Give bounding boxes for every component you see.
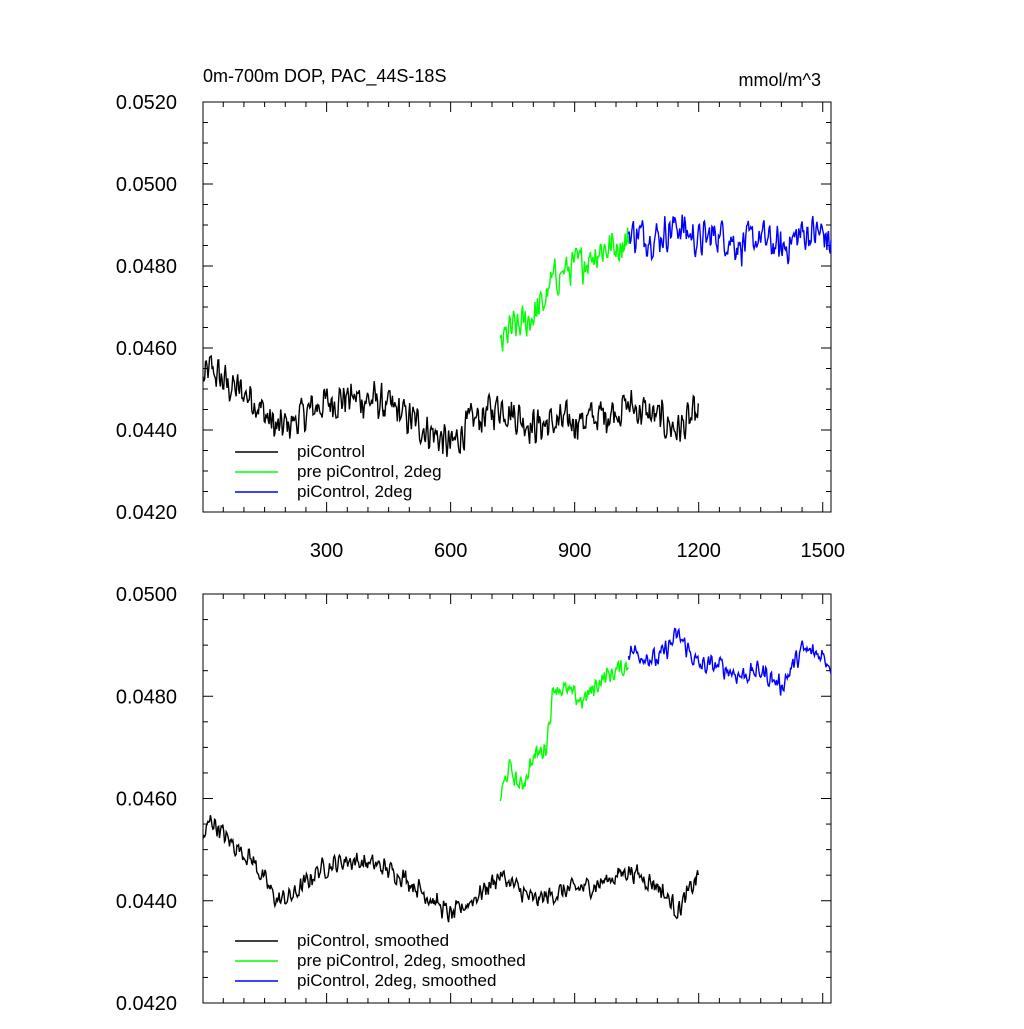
y-tick-label: 0.0480 <box>116 256 177 278</box>
y-tick-label: 0.0440 <box>116 891 177 913</box>
x-tick-label: 1200 <box>676 540 721 562</box>
legend-label: piControl, 2deg <box>297 482 412 501</box>
chart-title: 0m-700m DOP, PAC_44S-18S <box>203 66 446 87</box>
y-tick-label: 0.0420 <box>116 502 177 524</box>
x-tick-label: 600 <box>434 540 467 562</box>
y-tick-label: 0.0500 <box>116 584 177 606</box>
chart-units: mmol/m^3 <box>739 70 821 90</box>
y-tick-label: 0.0460 <box>116 789 177 811</box>
y-tick-label: 0.0520 <box>116 92 177 114</box>
y-tick-label: 0.0500 <box>116 174 177 196</box>
y-tick-label: 0.0440 <box>116 420 177 442</box>
chart-panel-1: 0.0420 0.0440 0.0460 0.0480 0.0500 0.0520 300 6… <box>116 66 845 562</box>
legend-label: pre piControl, 2deg, smoothed <box>297 951 526 970</box>
series-line-1 <box>202 815 699 923</box>
series-line-3 <box>627 627 832 696</box>
legend-label: piControl, 2deg, smoothed <box>297 971 496 990</box>
x-tick-label: 1500 <box>800 540 845 562</box>
series-line-1 <box>202 355 699 457</box>
x-tick-label: 900 <box>558 540 591 562</box>
y-tick-label: 0.0460 <box>116 338 177 360</box>
series-line-2 <box>499 227 630 352</box>
x-tick-label: 300 <box>310 540 343 562</box>
legend-label: piControl, smoothed <box>297 931 449 950</box>
y-tick-label: 0.0420 <box>116 993 177 1015</box>
series-line-3 <box>627 214 832 267</box>
chart-panel-2: 0.0420 0.0440 0.0460 0.0480 0.0500 piControl,… <box>116 584 832 1015</box>
y-tick-label: 0.0480 <box>116 686 177 708</box>
legend-label: piControl <box>297 442 365 461</box>
series-line-2 <box>499 660 630 802</box>
legend-label: pre piControl, 2deg <box>297 462 442 481</box>
